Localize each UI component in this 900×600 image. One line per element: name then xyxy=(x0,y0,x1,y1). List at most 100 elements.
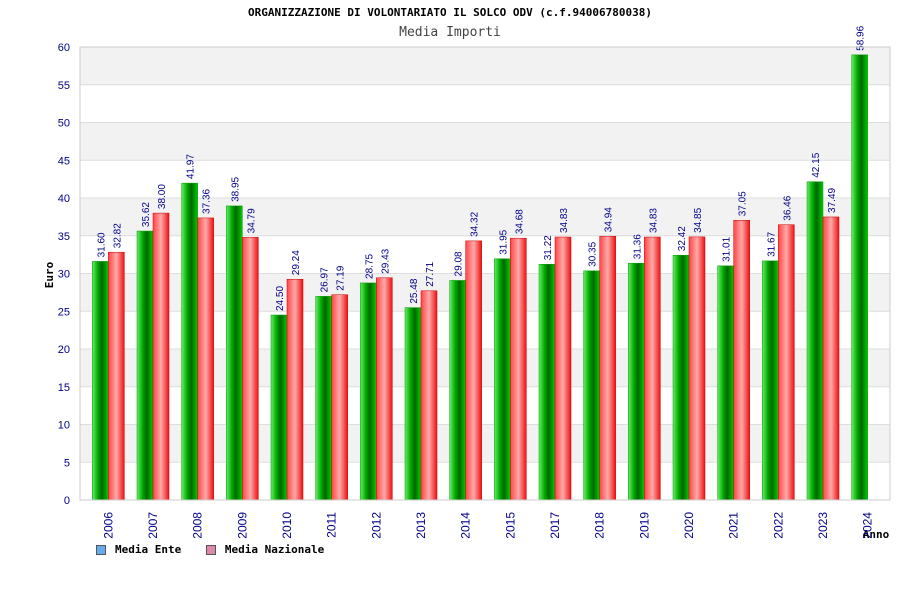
data-label: 29.24 xyxy=(291,250,302,275)
x-tick-label: 2018 xyxy=(593,512,607,539)
y-tick-label: 25 xyxy=(58,306,70,318)
bar-ente xyxy=(92,261,109,501)
data-label: 34.79 xyxy=(246,208,257,233)
legend: Media Ente Media Nazionale xyxy=(96,543,342,558)
y-axis-label: Euro xyxy=(43,261,56,288)
bar-nazionale xyxy=(733,220,750,501)
grid-layer xyxy=(80,46,890,501)
bar-ente xyxy=(762,260,779,501)
x-tick-label: 2020 xyxy=(682,512,696,539)
bar-ente xyxy=(449,280,466,501)
grid-band xyxy=(80,424,890,463)
x-tick-label: 2010 xyxy=(280,512,294,539)
x-tick-label: 2019 xyxy=(637,512,651,539)
data-label: 30.35 xyxy=(588,241,599,266)
x-tick-label: 2012 xyxy=(369,512,383,539)
bar-ente xyxy=(315,296,332,501)
data-label: 34.83 xyxy=(559,208,570,233)
legend-item-nazionale: Media Nazionale xyxy=(205,543,325,556)
data-label: 29.08 xyxy=(454,251,465,276)
bar-nazionale xyxy=(599,235,616,501)
y-tick-label: 20 xyxy=(58,344,70,356)
plot-border xyxy=(79,46,891,501)
data-label: 34.94 xyxy=(604,207,615,232)
grid-band xyxy=(80,311,890,349)
y-tick-label: 55 xyxy=(58,80,70,92)
data-label: 36.46 xyxy=(782,195,793,220)
bar-nazionale xyxy=(420,290,438,501)
x-tick-label: 2017 xyxy=(548,512,562,539)
bar-ente xyxy=(360,282,377,501)
data-label: 34.68 xyxy=(514,209,525,234)
data-label: 27.71 xyxy=(425,261,436,286)
data-label: 37.05 xyxy=(738,191,749,216)
bar-ente xyxy=(851,54,868,501)
bars-layer xyxy=(92,54,868,501)
bar-ente xyxy=(136,230,154,501)
bar-nazionale xyxy=(644,236,661,501)
bar-nazionale xyxy=(197,217,214,501)
y-tick-label: 45 xyxy=(58,155,70,167)
bar-nazionale xyxy=(822,216,840,501)
chart-subtitle: Media Importi xyxy=(399,25,501,40)
bar-nazionale xyxy=(242,237,259,501)
data-label: 27.19 xyxy=(336,265,347,290)
y-tick-label: 50 xyxy=(58,118,70,130)
grid-band xyxy=(80,122,890,161)
y-tick-label: 30 xyxy=(58,269,70,281)
x-tick-label: 2011 xyxy=(325,512,339,538)
bar-nazionale xyxy=(465,240,482,501)
grid-band xyxy=(80,386,890,425)
data-label: 37.36 xyxy=(202,188,213,213)
legend-label-ente: Media Ente xyxy=(115,543,182,556)
data-label: 34.32 xyxy=(470,211,481,236)
data-label: 24.50 xyxy=(275,286,286,311)
bar-ente xyxy=(672,254,690,501)
x-tick-label: 2006 xyxy=(101,512,115,539)
bar-ente xyxy=(494,258,511,501)
data-label: 28.75 xyxy=(364,253,375,278)
x-tick-label: 2013 xyxy=(414,512,428,539)
data-label: 34.85 xyxy=(693,207,704,232)
data-label: 35.62 xyxy=(141,202,152,227)
legend-item-ente: Media Ente xyxy=(96,543,181,556)
chart-title: ORGANIZZAZIONE DI VOLONTARIATO IL SOLCO … xyxy=(248,6,652,19)
axis-layer: 0 5 10 15 20 25 30 35 40 45 50 55 60 Euro Anno 2006 2007… xyxy=(43,42,891,541)
x-tick-label: 2015 xyxy=(503,512,517,539)
bar-ente xyxy=(806,181,824,501)
legend-swatch-nazionale xyxy=(205,544,216,555)
y-tick-label: 5 xyxy=(64,457,70,469)
data-label: 31.67 xyxy=(766,231,777,256)
x-axis-label: Anno xyxy=(863,528,890,541)
grid-band xyxy=(80,349,890,387)
bar-nazionale xyxy=(688,236,706,501)
x-tick-label: 2024 xyxy=(861,512,875,539)
bar-ente xyxy=(226,205,243,501)
data-label: 32.42 xyxy=(677,226,688,251)
bar-ente xyxy=(628,262,645,501)
bar-ente xyxy=(181,182,198,501)
data-label: 41.97 xyxy=(186,154,197,179)
x-tick-label: 2023 xyxy=(816,512,830,539)
data-label: 31.36 xyxy=(632,234,643,259)
bar-nazionale xyxy=(152,212,170,501)
bar-nazionale xyxy=(376,277,393,501)
bar-nazionale xyxy=(510,237,527,501)
legend-label-nazionale: Media Nazionale xyxy=(224,543,325,556)
grid-band xyxy=(80,160,890,198)
bar-ente xyxy=(270,314,288,501)
x-tick-label: 2022 xyxy=(771,512,785,539)
y-tick-label: 0 xyxy=(64,495,70,507)
data-label: 38.95 xyxy=(230,176,241,201)
x-tick-label: 2021 xyxy=(727,512,741,539)
data-label: 34.83 xyxy=(648,208,659,233)
bar-nazionale xyxy=(286,278,304,501)
y-tick-label: 35 xyxy=(58,231,70,243)
data-label: 29.43 xyxy=(380,248,391,273)
bar-ente xyxy=(717,265,734,501)
data-label: 38.00 xyxy=(157,184,168,209)
bar-ente xyxy=(583,270,600,501)
data-label: 31.01 xyxy=(722,236,733,261)
data-label: 26.97 xyxy=(320,267,331,292)
